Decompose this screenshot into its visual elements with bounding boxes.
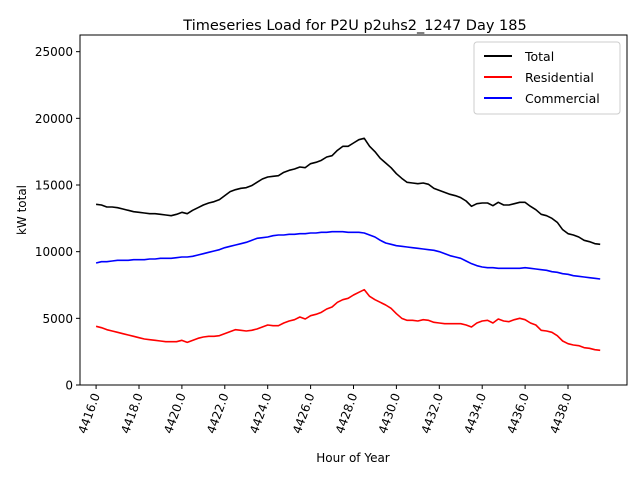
series-line-commercial [95, 230, 601, 280]
y-tick-label: 5000 [42, 312, 73, 326]
legend-label-residential: Residential [525, 70, 594, 85]
series-layer [95, 137, 601, 352]
legend-label-commercial: Commercial [525, 91, 600, 106]
y-axis-label: kW total [15, 185, 29, 235]
y-tick-label: 0 [65, 379, 73, 393]
x-axis-label: Hour of Year [316, 451, 390, 465]
legend: Total Residential Commercial [473, 41, 621, 115]
legend-label-total: Total [524, 49, 554, 64]
series-line-total [95, 137, 601, 246]
y-tick-label: 10000 [35, 245, 73, 259]
series-line-residential [95, 288, 601, 352]
chart-title: Timeseries Load for P2U p2uhs2_1247 Day … [182, 18, 526, 34]
y-tick-label: 20000 [35, 112, 73, 126]
legend-box [473, 41, 621, 115]
y-tick-label: 15000 [35, 179, 73, 193]
y-axis: 0 5000 10000 15000 20000 25000 [35, 45, 80, 393]
y-tick-label: 25000 [35, 45, 73, 59]
